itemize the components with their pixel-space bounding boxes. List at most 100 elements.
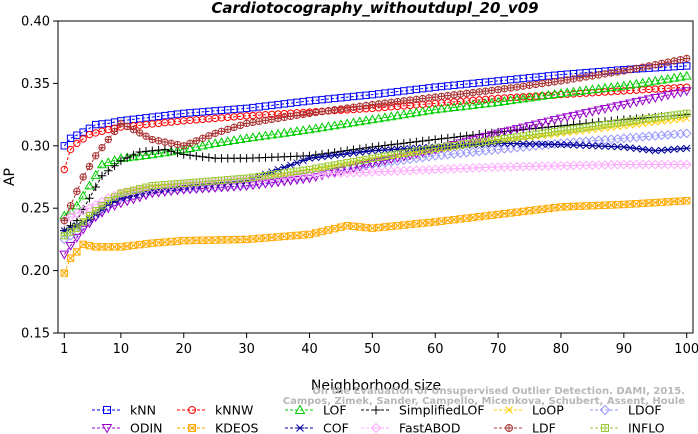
data-point-odin <box>235 182 246 192</box>
data-point-odin <box>241 182 252 191</box>
data-point-lof <box>373 113 384 123</box>
data-point-odin <box>499 128 510 138</box>
data-point-inflo <box>312 164 320 173</box>
data-point-lof <box>411 107 422 117</box>
data-point-inflo <box>588 122 597 131</box>
data-point-cof <box>638 145 647 153</box>
data-point-ldf <box>286 112 295 121</box>
legend-marker <box>371 405 381 415</box>
data-point-ldf <box>312 108 320 117</box>
data-point-inflo <box>683 109 691 118</box>
data-point-odin <box>71 233 82 243</box>
data-point-simplifiedlof <box>160 145 170 154</box>
data-point-simplifiedlof <box>129 150 138 160</box>
data-point-odin <box>568 111 579 121</box>
data-point-ldf <box>393 97 402 106</box>
data-point-inflo <box>85 211 94 220</box>
data-point-ldf <box>437 92 446 101</box>
data-point-odin <box>461 137 472 147</box>
data-point-odin <box>109 202 120 211</box>
data-point-inflo <box>494 135 502 144</box>
data-point-inflo <box>92 206 100 215</box>
data-point-ldf <box>148 135 157 144</box>
data-point-lof <box>480 98 491 108</box>
data-point-kdeos <box>255 234 263 243</box>
series-line-ldf <box>63 57 687 221</box>
data-point-lof <box>555 88 567 98</box>
data-point-simplifiedlof <box>192 151 201 161</box>
data-point-ldf <box>645 62 653 70</box>
data-point-inflo <box>594 121 603 130</box>
legend-label: FastABOD <box>399 421 461 434</box>
data-point-simplifiedlof <box>104 166 113 175</box>
data-point-ldf <box>462 89 471 98</box>
data-point-kdeos <box>60 269 68 277</box>
data-point-simplifiedlof <box>431 135 440 144</box>
data-point-ldf <box>92 152 100 160</box>
data-point-lof <box>78 190 89 200</box>
data-point-ldf <box>444 91 452 100</box>
legend-marker <box>370 422 382 434</box>
data-point-simplifiedlof <box>368 142 377 152</box>
data-point-inflo <box>550 127 559 136</box>
data-point-cof <box>336 150 346 159</box>
data-point-simplifiedlof <box>449 133 459 142</box>
data-point-knnw <box>66 145 75 154</box>
data-point-ldf <box>613 68 622 76</box>
data-point-kdeos <box>280 232 289 241</box>
data-point-lof <box>543 89 554 99</box>
legend-item-knn: kNN <box>92 403 156 418</box>
data-point-simplifiedlof <box>443 133 453 143</box>
legend-marker <box>295 424 305 432</box>
data-point-ldf <box>356 102 364 111</box>
data-point-lof <box>254 131 265 141</box>
data-point-lof <box>417 106 428 116</box>
y-tick-label: 0.30 <box>21 139 50 154</box>
data-point-lof <box>310 123 321 133</box>
legend-marker <box>601 424 609 432</box>
data-point-odin <box>593 106 604 116</box>
data-point-kdeos <box>337 223 345 231</box>
data-point-lof <box>455 101 466 111</box>
data-point-ldf <box>211 129 219 138</box>
data-point-ldf <box>569 75 578 83</box>
watermark-line-1: On the Evaluation of Unsupervised Outlie… <box>312 386 685 397</box>
x-tick-label: 1 <box>60 342 68 357</box>
data-point-odin <box>298 175 309 185</box>
legend-item-ldf: LDF <box>494 421 556 434</box>
data-point-kdeos <box>330 224 339 233</box>
data-point-ldf <box>249 118 257 127</box>
data-point-ldf <box>362 101 370 110</box>
legend-item-knnw: kNNW <box>177 403 253 418</box>
data-point-lof <box>103 157 114 167</box>
data-point-cof <box>349 149 358 157</box>
data-point-odin <box>530 120 541 130</box>
data-point-simplifiedlof <box>91 182 100 192</box>
data-point-lof <box>669 72 680 82</box>
data-point-simplifiedlof <box>97 171 107 180</box>
series-line-inflo <box>64 112 687 237</box>
data-point-ldf <box>500 85 509 93</box>
data-point-odin <box>216 183 227 193</box>
legend-label: SimplifiedLOF <box>399 403 485 418</box>
data-point-odin <box>581 109 592 119</box>
data-point-odin <box>486 131 497 141</box>
data-point-ldf <box>557 77 565 85</box>
data-point-odin <box>310 173 321 182</box>
data-point-kdeos <box>66 254 75 262</box>
data-point-lof <box>304 124 315 134</box>
data-point-simplifiedlof <box>424 136 434 145</box>
legend-label: kNNW <box>215 403 253 418</box>
data-point-lof <box>329 120 340 130</box>
data-point-lof <box>662 73 673 83</box>
data-point-ldf <box>607 69 615 77</box>
data-point-inflo <box>525 131 534 139</box>
x-axis-label: Neighborhood size <box>311 378 441 394</box>
data-point-lof <box>574 85 585 95</box>
data-point-ldf <box>594 71 603 79</box>
data-point-lof <box>203 139 214 149</box>
data-point-ldf <box>110 127 119 136</box>
data-point-odin <box>115 199 126 209</box>
x-tick-label: 70 <box>490 342 507 357</box>
data-point-ldf <box>425 94 433 102</box>
